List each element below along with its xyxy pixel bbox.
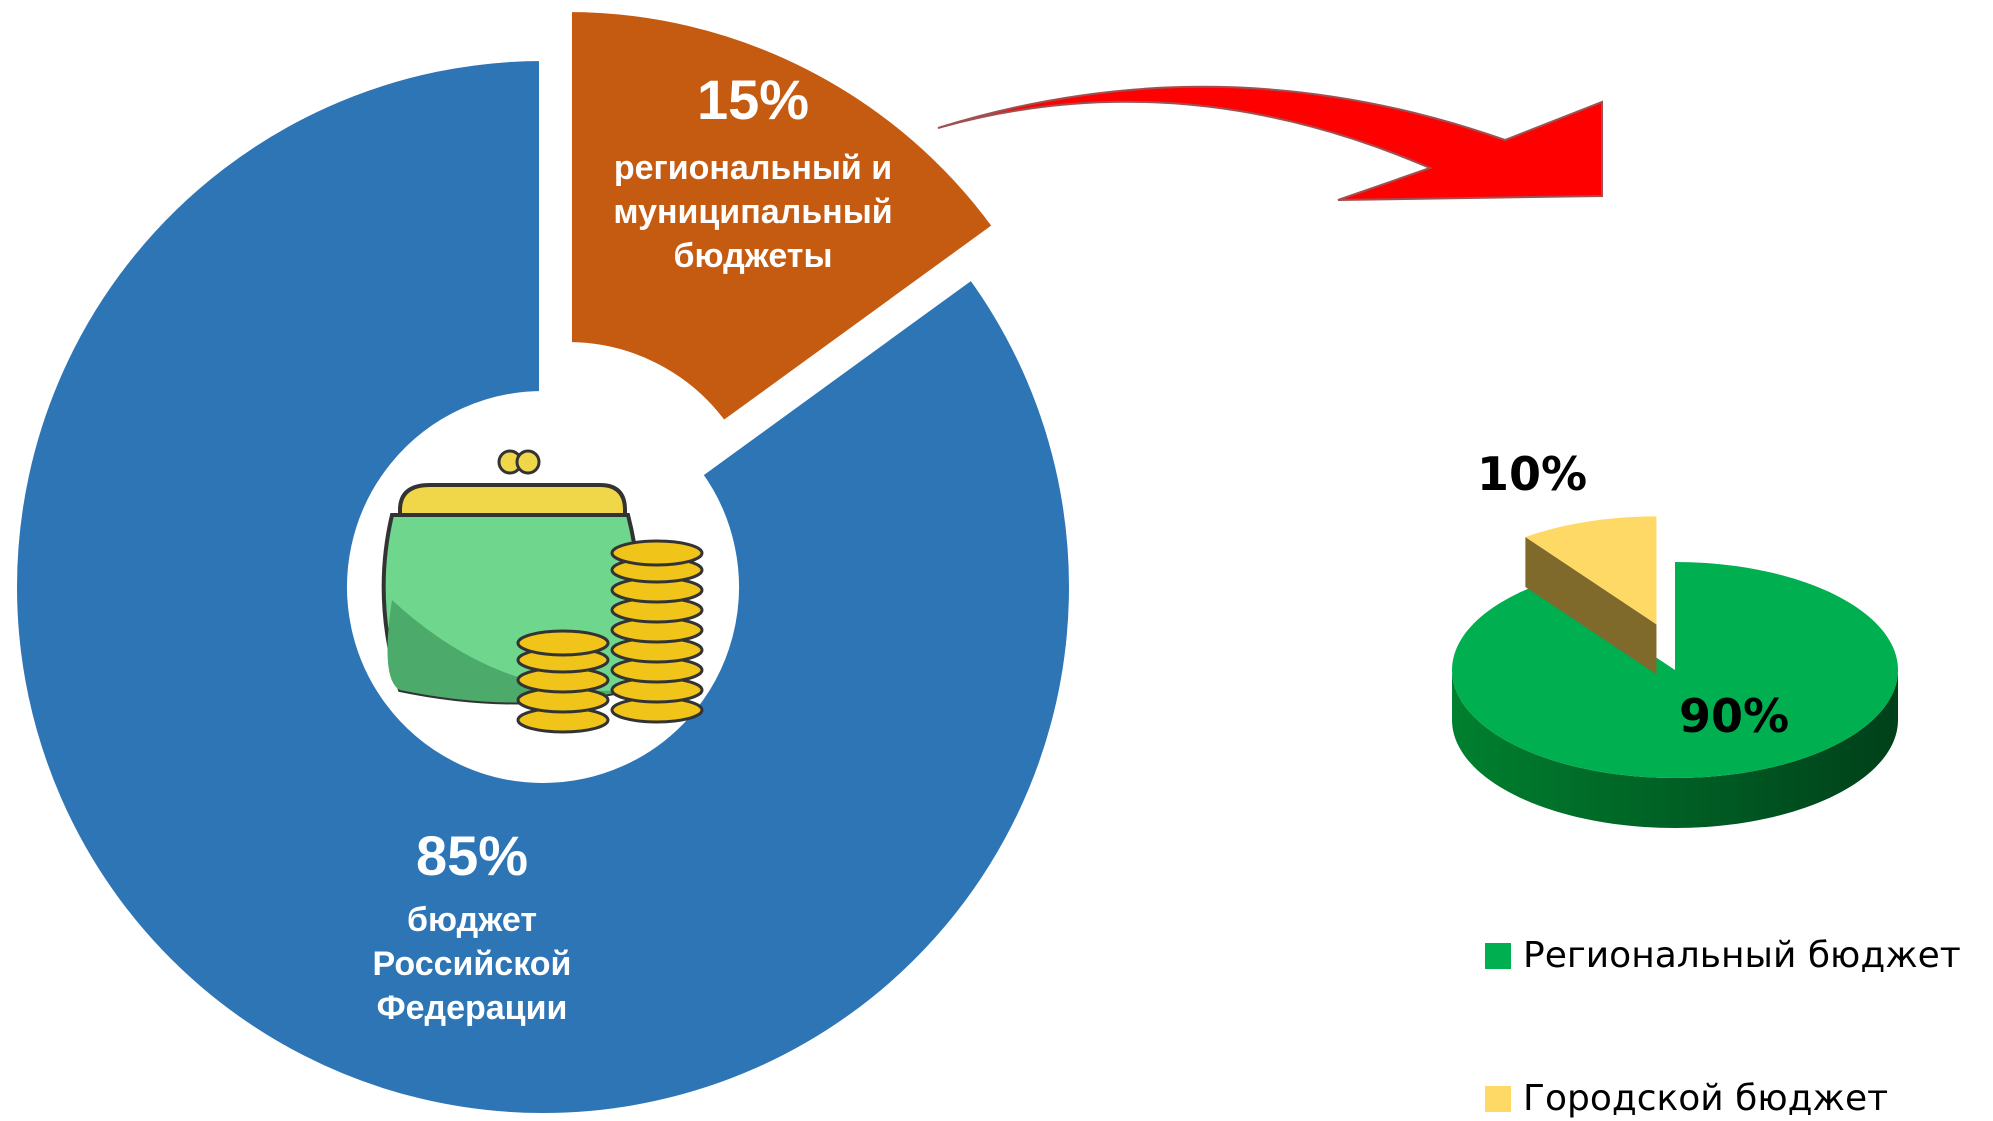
wallet-icon: [351, 395, 735, 779]
pie-slice: [1452, 562, 1898, 778]
value-label: 15%: [697, 70, 809, 130]
value-label: 85%: [416, 826, 528, 886]
legend-label: Городской бюджет: [1523, 1078, 1888, 1119]
pie-chart: [1452, 516, 1898, 828]
value-label: 10%: [1477, 447, 1587, 501]
arrow: [938, 87, 1602, 200]
value-label: 90%: [1679, 689, 1789, 743]
slice-label: региональный и муниципальный бюджеты: [613, 146, 892, 278]
legend-swatch: [1485, 1086, 1511, 1112]
legend-label: Региональный бюджет: [1523, 935, 1961, 976]
legend-swatch: [1485, 943, 1511, 969]
legend-item: Региональный бюджет: [1485, 935, 1961, 976]
slice-label: бюджет Российской Федерации: [373, 898, 572, 1030]
legend-item: Городской бюджет: [1485, 1078, 1888, 1119]
page: {"chart_data": [ {"type": "donut", "cate…: [0, 0, 1993, 1121]
